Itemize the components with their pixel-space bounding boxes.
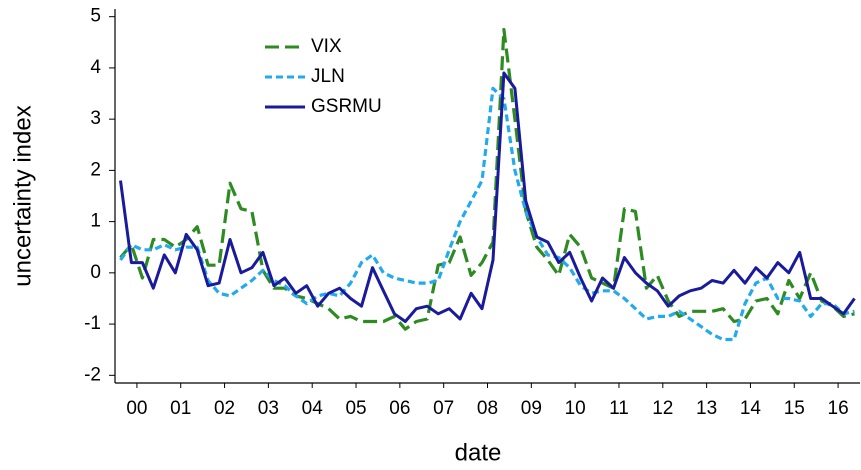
y-tick-label: 1 <box>90 211 101 232</box>
y-axis-title: uncertainty index <box>9 105 36 286</box>
x-tick-label: 11 <box>609 398 629 419</box>
series-line <box>119 27 855 331</box>
y-tick-label: 2 <box>90 159 101 180</box>
x-tick-label: 10 <box>565 398 586 419</box>
x-tick-label: 15 <box>784 398 805 419</box>
x-tick-label: 16 <box>828 398 849 419</box>
x-axis-title: date <box>455 439 502 466</box>
x-tick-label: 01 <box>170 398 191 419</box>
y-tick-label: 3 <box>90 108 101 129</box>
x-tick-label: 00 <box>126 398 147 419</box>
x-tick-label: 09 <box>521 398 542 419</box>
y-tick-label: -1 <box>84 313 101 334</box>
series-line <box>119 71 856 323</box>
x-tick-label: 05 <box>345 398 366 419</box>
x-tick-label: 03 <box>258 398 279 419</box>
y-tick-label: 4 <box>90 57 101 78</box>
x-tick-label: 13 <box>696 398 717 419</box>
y-tick-label: 5 <box>90 6 101 27</box>
x-tick-label: 07 <box>433 398 454 419</box>
series-line <box>119 86 855 342</box>
y-tick-label: 0 <box>90 262 101 283</box>
legend-label: VIX <box>311 36 342 57</box>
legend-label: JLN <box>311 66 345 87</box>
x-tick-label: 12 <box>652 398 673 419</box>
x-tick-label: 08 <box>477 398 498 419</box>
legend-label: GSRMU <box>311 96 382 117</box>
y-tick-label: -2 <box>84 364 101 385</box>
x-tick-label: 14 <box>740 398 762 419</box>
x-tick-label: 02 <box>214 398 235 419</box>
x-tick-label: 04 <box>302 398 324 419</box>
x-tick-label: 06 <box>389 398 410 419</box>
